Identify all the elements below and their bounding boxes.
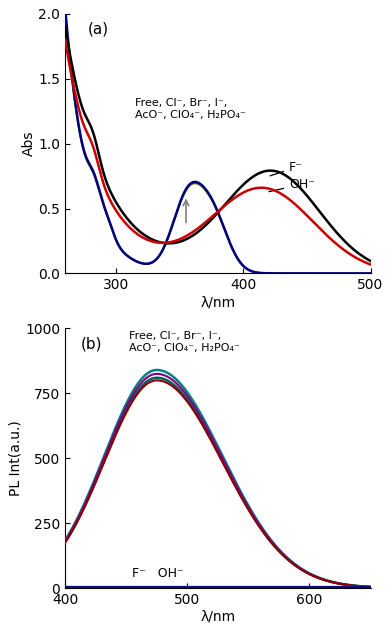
Y-axis label: Abs: Abs <box>22 131 35 156</box>
X-axis label: λ/nm: λ/nm <box>200 295 235 309</box>
Text: Free, Cl⁻, Br⁻, I⁻,
AcO⁻, ClO₄⁻, H₂PO₄⁻: Free, Cl⁻, Br⁻, I⁻, AcO⁻, ClO₄⁻, H₂PO₄⁻ <box>129 331 240 353</box>
Y-axis label: PL Int(a.u.): PL Int(a.u.) <box>8 420 22 496</box>
X-axis label: λ/nm: λ/nm <box>200 610 235 624</box>
Text: F⁻   OH⁻: F⁻ OH⁻ <box>132 567 184 580</box>
Text: (a): (a) <box>88 21 109 37</box>
Text: F⁻: F⁻ <box>270 161 303 176</box>
Text: OH⁻: OH⁻ <box>269 178 315 191</box>
Text: (b): (b) <box>80 336 102 351</box>
Text: Free, Cl⁻, Br⁻, I⁻,
AcO⁻, ClO₄⁻, H₂PO₄⁻: Free, Cl⁻, Br⁻, I⁻, AcO⁻, ClO₄⁻, H₂PO₄⁻ <box>135 98 246 120</box>
